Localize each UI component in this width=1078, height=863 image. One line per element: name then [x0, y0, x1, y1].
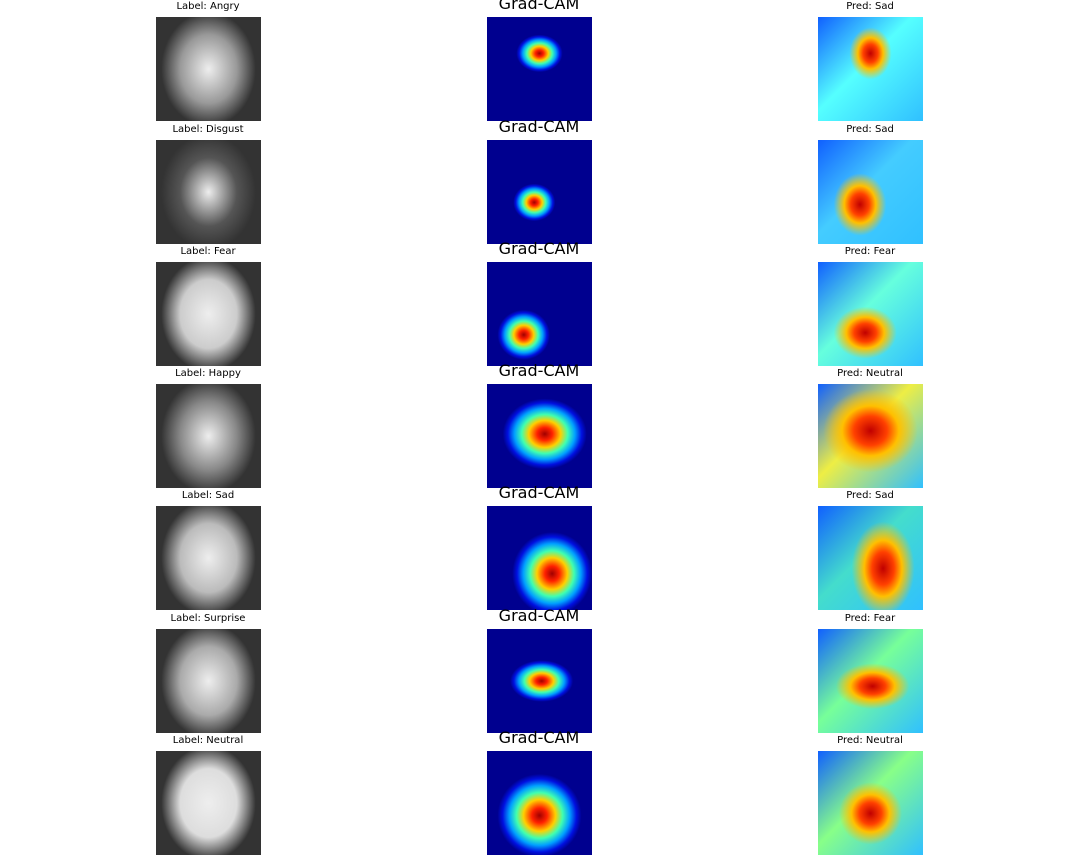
label-caption: Label: Fear — [180, 246, 236, 257]
overlay-image — [818, 751, 923, 855]
pred-caption: Pred: Sad — [846, 490, 894, 501]
overlay-image — [818, 140, 923, 244]
face-image — [156, 140, 261, 244]
face-image — [156, 262, 261, 366]
pred-caption: Pred: Sad — [846, 124, 894, 135]
face-image — [156, 751, 261, 855]
overlay-image — [818, 506, 923, 610]
pred-caption: Pred: Fear — [844, 246, 896, 257]
overlay-image — [818, 384, 923, 488]
gradcam-title: Grad-CAM — [498, 728, 580, 747]
face-image — [156, 629, 261, 733]
label-caption: Label: Angry — [176, 1, 240, 12]
overlay-image — [818, 262, 923, 366]
label-caption: Label: Happy — [175, 368, 241, 379]
pred-caption: Pred: Neutral — [837, 735, 903, 746]
gradcam-heatmap — [487, 506, 592, 610]
gradcam-title: Grad-CAM — [498, 239, 580, 258]
label-caption: Label: Disgust — [172, 124, 244, 135]
face-image — [156, 506, 261, 610]
gradcam-title: Grad-CAM — [498, 483, 580, 502]
gradcam-title: Grad-CAM — [498, 0, 580, 13]
label-caption: Label: Neutral — [172, 735, 244, 746]
overlay-image — [818, 629, 923, 733]
gradcam-title: Grad-CAM — [498, 117, 580, 136]
overlay-image — [818, 17, 923, 121]
face-image — [156, 17, 261, 121]
gradcam-heatmap — [487, 384, 592, 488]
gradcam-title: Grad-CAM — [498, 606, 580, 625]
gradcam-heatmap — [487, 629, 592, 733]
label-caption: Label: Sad — [181, 490, 235, 501]
gradcam-heatmap — [487, 140, 592, 244]
gradcam-title: Grad-CAM — [498, 361, 580, 380]
pred-caption: Pred: Sad — [846, 1, 894, 12]
label-caption: Label: Surprise — [170, 613, 246, 624]
face-image — [156, 384, 261, 488]
pred-caption: Pred: Neutral — [837, 368, 903, 379]
gradcam-heatmap — [487, 751, 592, 855]
gradcam-heatmap — [487, 262, 592, 366]
gradcam-heatmap — [487, 17, 592, 121]
pred-caption: Pred: Fear — [844, 613, 896, 624]
